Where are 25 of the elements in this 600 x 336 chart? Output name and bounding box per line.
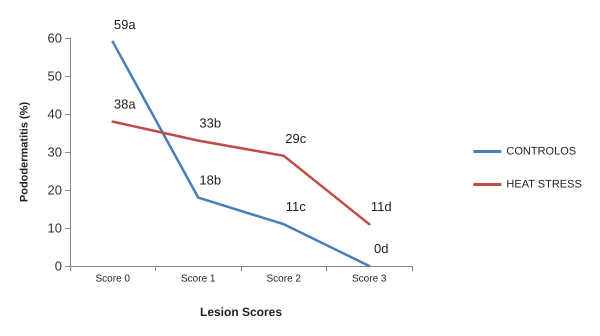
data-label: 59a <box>114 16 136 32</box>
y-tick-label: 0 <box>54 258 62 274</box>
y-tick-label: 50 <box>48 68 62 84</box>
y-tick-label: 40 <box>48 106 62 122</box>
data-label: 11c <box>286 199 306 214</box>
y-tick-label: 20 <box>48 182 62 198</box>
data-label: 11d <box>370 199 392 214</box>
x-axis-title: Lesion Scores <box>200 305 282 319</box>
x-tick-label: Score 2 <box>266 274 302 284</box>
legend-label: CONTROLOS <box>506 146 576 158</box>
y-tick-label: 30 <box>48 144 62 160</box>
x-tick-label: Score 3 <box>352 274 387 284</box>
y-tick-label: 60 <box>48 30 62 46</box>
y-tick-label: 10 <box>48 220 62 236</box>
line-series <box>112 40 370 268</box>
x-tick-label: Score 0 <box>96 274 130 284</box>
data-label: 29c <box>285 130 307 146</box>
data-label: 0d <box>374 241 388 256</box>
data-label: 18b <box>199 172 222 188</box>
y-axis-title: Pododermatitis (%) <box>18 102 30 202</box>
data-label: 38a <box>114 96 136 112</box>
legend-label: HEAT STRESS <box>506 178 582 190</box>
x-tick-label: Score 1 <box>181 274 216 284</box>
line-series <box>112 120 370 226</box>
data-label: 33b <box>199 116 222 131</box>
